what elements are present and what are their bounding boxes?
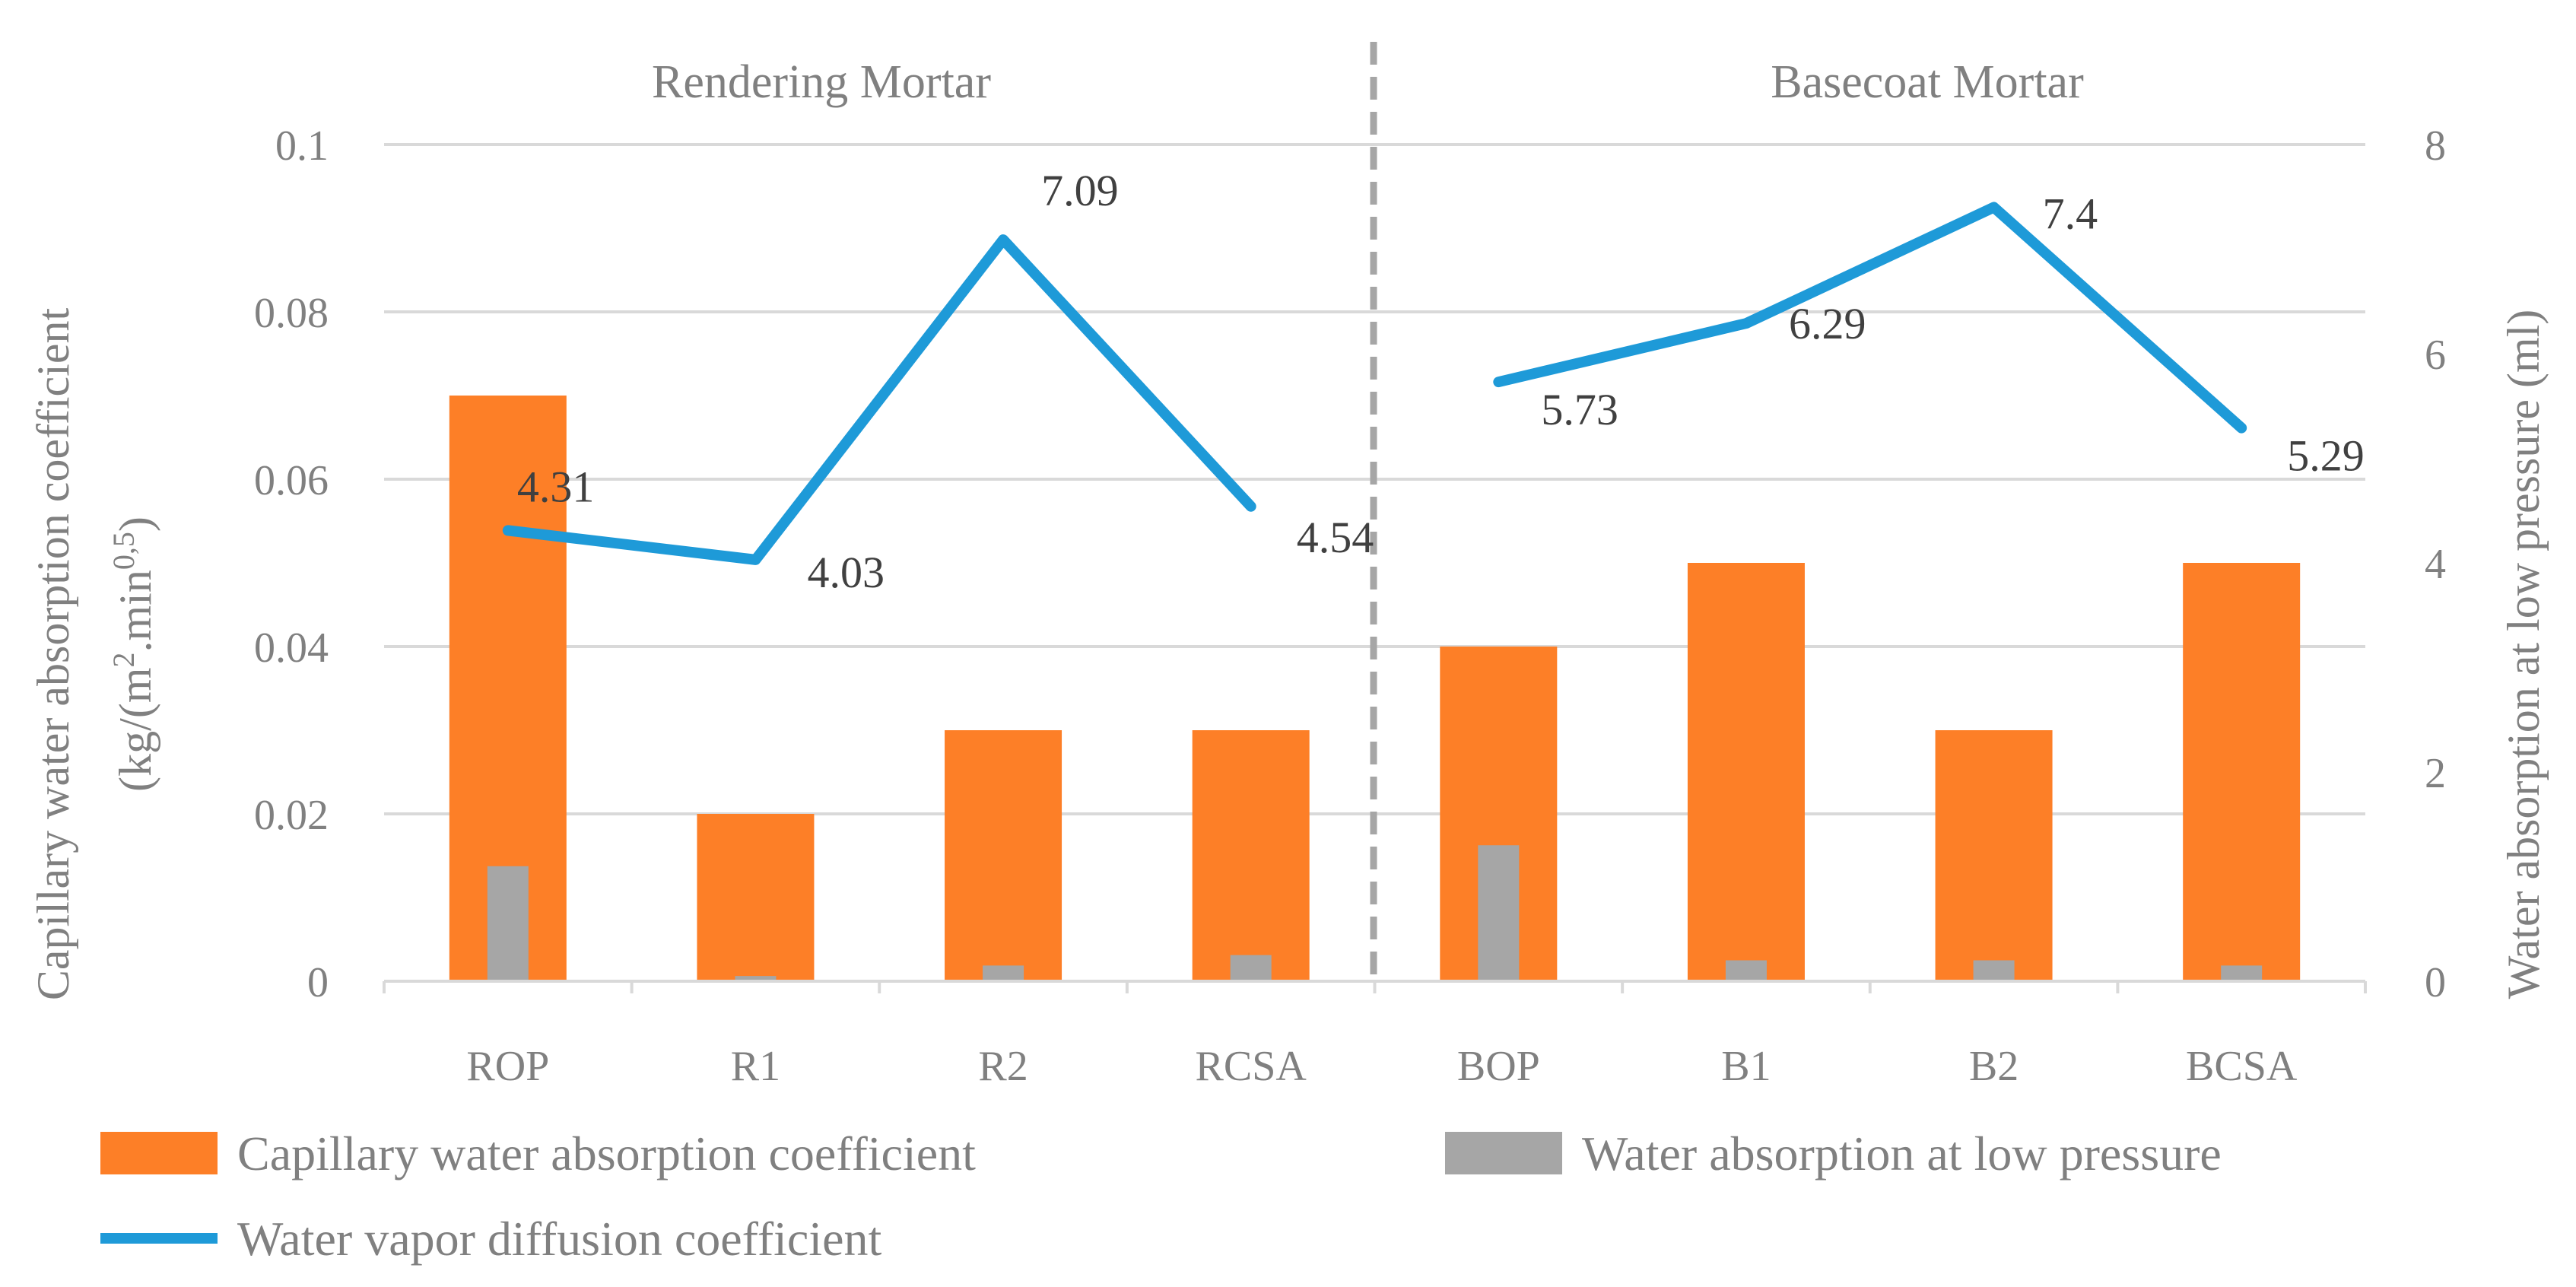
category-label-b2: B2 xyxy=(1969,1043,2019,1090)
category-label-r2: R2 xyxy=(978,1043,1028,1090)
vapor-diffusion-line: 4.31 4.03 7.09 4.54 5.73 6.29 7.4 5.29 xyxy=(502,166,2365,597)
bars xyxy=(449,396,2301,981)
right-axis-title: Water absorption at low pressure (ml) xyxy=(2498,310,2549,999)
legend-swatch-low-pressure xyxy=(1445,1132,1562,1174)
group-title-rendering-mortar: Rendering Mortar xyxy=(652,56,991,108)
vapor-line-basecoat xyxy=(1493,202,2247,434)
bar-low-pressure-bop xyxy=(1478,845,1520,981)
right-tick-label: 6 xyxy=(2425,332,2446,379)
bar-capillary-b1 xyxy=(1687,563,1805,981)
bar-low-pressure-b1 xyxy=(1725,960,1767,981)
x-axis xyxy=(383,980,2367,993)
data-label-rop: 4.31 xyxy=(517,462,595,511)
left-tick-label: 0.04 xyxy=(254,624,329,672)
data-label-b2: 7.4 xyxy=(2043,189,2098,239)
legend-label-low-pressure: Water absorption at low pressure xyxy=(1582,1127,2222,1181)
bar-capillary-b2 xyxy=(1935,730,2053,981)
left-tick-label: 0.06 xyxy=(254,457,329,504)
left-tick-label: 0.1 xyxy=(275,122,329,170)
bar-capillary-rcsa xyxy=(1192,730,1310,981)
left-tick-label: 0.08 xyxy=(254,290,329,337)
bar-low-pressure-r2 xyxy=(983,965,1024,981)
category-labels: ROP R1 R2 RCSA BOP B1 B2 BCSA xyxy=(466,1043,2298,1090)
right-tick-label: 4 xyxy=(2425,541,2446,588)
vapor-line-rendering xyxy=(502,234,1256,565)
bar-low-pressure-bcsa xyxy=(2221,965,2263,981)
right-tick-label: 0 xyxy=(2425,959,2446,1006)
category-label-rop: ROP xyxy=(466,1043,549,1090)
bar-low-pressure-r1 xyxy=(735,976,777,981)
legend-swatch-capillary xyxy=(100,1132,218,1174)
left-tick-label: 0 xyxy=(307,959,329,1006)
right-tick-label: 2 xyxy=(2425,750,2446,797)
right-axis-ticks: 0 2 4 6 8 xyxy=(2425,122,2446,1006)
right-tick-label: 8 xyxy=(2425,122,2446,170)
data-label-bcsa: 5.29 xyxy=(2287,431,2365,481)
left-axis-ticks: 0 0.02 0.04 0.06 0.08 0.1 xyxy=(254,122,329,1006)
category-label-b1: B1 xyxy=(1721,1043,1771,1090)
legend-label-capillary: Capillary water absorption coefficient xyxy=(237,1127,976,1181)
category-label-rcsa: RCSA xyxy=(1196,1043,1307,1090)
data-label-rcsa: 4.54 xyxy=(1297,513,1374,562)
left-tick-label: 0.02 xyxy=(254,792,329,839)
group-title-basecoat-mortar: Basecoat Mortar xyxy=(1771,56,2084,108)
bar-capillary-r2 xyxy=(945,730,1062,981)
bar-low-pressure-rcsa xyxy=(1230,955,1272,981)
category-label-r1: R1 xyxy=(731,1043,780,1090)
left-axis-title: Capillary water absorption coefficient (… xyxy=(28,308,160,1001)
data-label-r2: 7.09 xyxy=(1041,166,1119,215)
category-label-bop: BOP xyxy=(1457,1043,1540,1090)
category-label-bcsa: BCSA xyxy=(2186,1043,2298,1090)
left-axis-title-line2: (kg/(m2.min0,5) xyxy=(106,516,160,792)
bar-capillary-bcsa xyxy=(2183,563,2301,981)
bar-low-pressure-b2 xyxy=(1973,960,2015,981)
data-label-b1: 6.29 xyxy=(1789,299,1866,348)
legend: Capillary water absorption coefficient W… xyxy=(100,1127,2222,1266)
left-axis-title-line1: Capillary water absorption coefficient xyxy=(28,308,78,1001)
data-label-r1: 4.03 xyxy=(807,548,885,597)
legend-label-vapor-diffusion: Water vapor diffusion coefficient xyxy=(237,1212,882,1266)
bar-capillary-r1 xyxy=(697,814,815,981)
data-label-bop: 5.73 xyxy=(1541,385,1618,434)
bar-low-pressure-rop xyxy=(487,866,529,981)
